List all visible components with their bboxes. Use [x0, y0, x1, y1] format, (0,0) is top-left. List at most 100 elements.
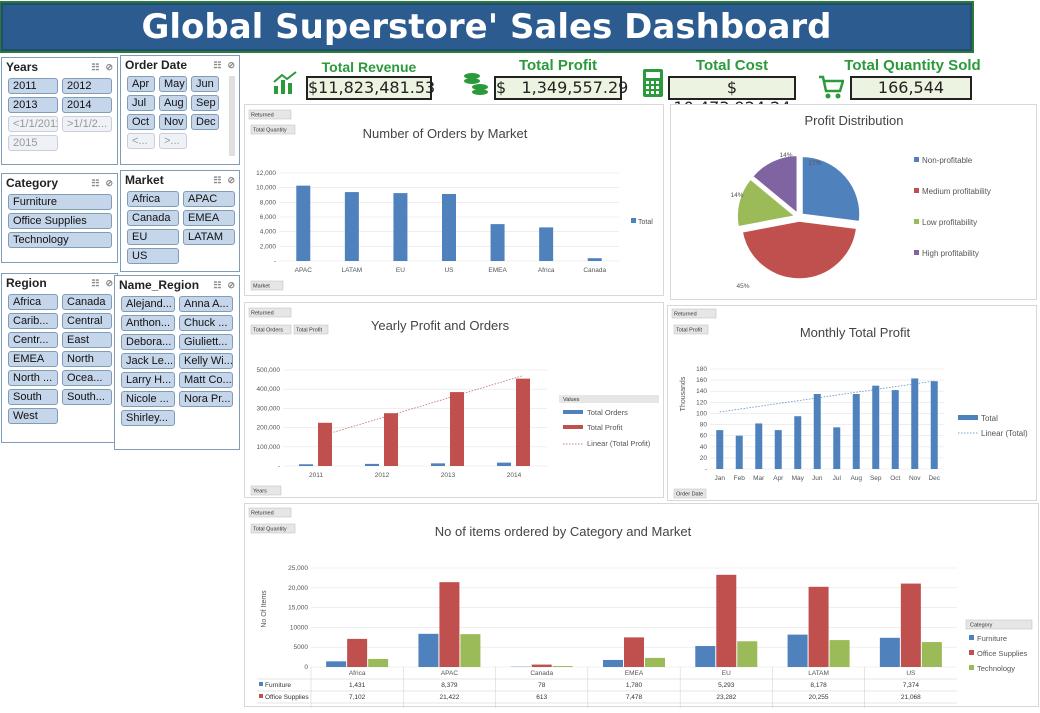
- clear-filter-icon[interactable]: ⊘: [227, 60, 235, 71]
- x-tick-label: APAC: [441, 670, 459, 677]
- bar: [439, 582, 459, 667]
- multiselect-icon[interactable]: ☷: [91, 278, 99, 289]
- slicer-item[interactable]: South...: [62, 389, 112, 405]
- slicer-item[interactable]: Alejand...: [121, 296, 175, 312]
- slicer-item[interactable]: Anna A...: [179, 296, 233, 312]
- slicer-item[interactable]: South: [8, 389, 58, 405]
- slicer-item[interactable]: EMEA: [183, 210, 235, 226]
- slicer-item[interactable]: Debora...: [121, 334, 175, 350]
- y-tick-label: 12,000: [256, 170, 276, 177]
- bar: [695, 646, 715, 667]
- slicer-item[interactable]: Jul: [127, 95, 155, 111]
- slicer-item[interactable]: Nov: [159, 114, 187, 130]
- slicer-item[interactable]: 2013: [8, 97, 58, 113]
- slicer-item[interactable]: EMEA: [8, 351, 58, 367]
- multiselect-icon[interactable]: ☷: [91, 178, 99, 189]
- slicer-item[interactable]: East: [62, 332, 112, 348]
- slicer-item[interactable]: North: [62, 351, 112, 367]
- multiselect-icon[interactable]: ☷: [213, 280, 221, 291]
- profit-distribution-svg: Profit Distribution27%Non-profitable45%M…: [671, 105, 1038, 301]
- slicer-item[interactable]: LATAM: [183, 229, 235, 245]
- legend-swatch: [631, 218, 636, 223]
- slicer-item[interactable]: Jun: [191, 76, 219, 92]
- slicer-item[interactable]: Centr...: [8, 332, 58, 348]
- slicer-item[interactable]: Sep: [191, 95, 219, 111]
- slicer-item[interactable]: >...: [159, 133, 187, 149]
- slicer-item[interactable]: Nicole ...: [121, 391, 175, 407]
- slicer-item[interactable]: US: [127, 248, 179, 264]
- slicer-item[interactable]: APAC: [183, 191, 235, 207]
- x-tick-label: Canada: [530, 670, 553, 677]
- slicer-item[interactable]: Furniture: [8, 194, 112, 210]
- x-tick-label: EU: [396, 267, 405, 274]
- clear-filter-icon[interactable]: ⊘: [105, 62, 113, 73]
- slicer-item[interactable]: >1/1/2...: [62, 116, 112, 132]
- kpi-quantity-title: Total Quantity Sold: [840, 57, 985, 74]
- slicer-item[interactable]: Kelly Wi...: [179, 353, 233, 369]
- slicer-item[interactable]: Larry H...: [121, 372, 175, 388]
- table-cell: 78: [538, 682, 546, 689]
- trendline: [325, 376, 523, 435]
- legend-label: Non-profitable: [922, 156, 973, 165]
- bar: [809, 587, 829, 667]
- slicer-category: Category ☷ ⊘ Furniture Office Supplies Techn…: [1, 173, 118, 263]
- multiselect-icon[interactable]: ☷: [213, 60, 221, 71]
- slicer-item[interactable]: 2015: [8, 135, 58, 151]
- multiselect-icon[interactable]: ☷: [91, 62, 99, 73]
- x-tick-label: Mar: [753, 475, 765, 482]
- slicer-item[interactable]: EU: [127, 229, 179, 245]
- filter-button-label: Total Quantity: [253, 128, 287, 134]
- slicer-item[interactable]: Nora Pr...: [179, 391, 233, 407]
- slicer-item[interactable]: Africa: [8, 294, 58, 310]
- slicer-item[interactable]: Dec: [191, 114, 219, 130]
- legend-label: Office Supplies: [977, 649, 1028, 658]
- slicer-item[interactable]: 2012: [62, 78, 112, 94]
- clear-filter-icon[interactable]: ⊘: [105, 178, 113, 189]
- slicer-item[interactable]: Technology: [8, 232, 112, 248]
- slicer-item[interactable]: Oct: [127, 114, 155, 130]
- y-tick-label: 300,000: [257, 405, 281, 412]
- slicer-item[interactable]: Chuck ...: [179, 315, 233, 331]
- legend-swatch: [914, 157, 919, 162]
- slicer-item[interactable]: Shirley...: [121, 410, 175, 426]
- clear-filter-icon[interactable]: ⊘: [227, 280, 235, 291]
- slicer-item[interactable]: Anthon...: [121, 315, 175, 331]
- clear-filter-icon[interactable]: ⊘: [227, 175, 235, 186]
- bar: [347, 639, 367, 667]
- slicer-item[interactable]: <1/1/2011: [8, 116, 58, 132]
- slicer-item[interactable]: Jack Le...: [121, 353, 175, 369]
- scrollbar[interactable]: [229, 76, 235, 156]
- x-tick-label: 2014: [507, 472, 522, 479]
- slicer-item[interactable]: <...: [127, 133, 155, 149]
- slicer-item[interactable]: 2011: [8, 78, 58, 94]
- x-tick-label: Canada: [583, 267, 606, 274]
- bar: [872, 386, 879, 469]
- legend-swatch: [914, 250, 919, 255]
- slicer-item[interactable]: Canada: [62, 294, 112, 310]
- slicer-item[interactable]: West: [8, 408, 58, 424]
- slicer-item[interactable]: North ...: [8, 370, 58, 386]
- slicer-item[interactable]: Canada: [127, 210, 179, 226]
- slicer-item[interactable]: Carib...: [8, 313, 58, 329]
- slicer-item[interactable]: Ocea...: [62, 370, 112, 386]
- slicer-item[interactable]: Giuliett...: [179, 334, 233, 350]
- slicer-item[interactable]: May: [159, 76, 187, 92]
- slicer-title: Category: [6, 176, 58, 190]
- data-label: 14%: [730, 192, 743, 199]
- slicer-item[interactable]: Central: [62, 313, 112, 329]
- slicer-item[interactable]: 2014: [62, 97, 112, 113]
- multiselect-icon[interactable]: ☷: [213, 175, 221, 186]
- slicer-item[interactable]: Aug: [159, 95, 187, 111]
- x-tick-label: Oct: [890, 475, 900, 482]
- slicer-item[interactable]: Apr: [127, 76, 155, 92]
- y-axis-title: Thousands: [680, 376, 687, 411]
- clear-filter-icon[interactable]: ⊘: [105, 278, 113, 289]
- slicer-item[interactable]: Africa: [127, 191, 179, 207]
- slicer-item[interactable]: Office Supplies: [8, 213, 112, 229]
- y-tick-label: 400,000: [257, 386, 281, 393]
- pie-slice: [742, 221, 857, 279]
- bar: [736, 436, 743, 469]
- slicer-item[interactable]: Matt Co...: [179, 372, 233, 388]
